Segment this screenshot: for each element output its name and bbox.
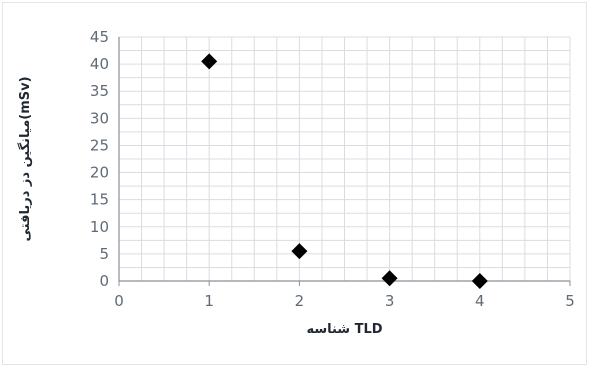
y-tick-label: 45 — [90, 28, 109, 46]
x-tick-label: 1 — [204, 292, 214, 310]
x-tick-label: 2 — [295, 292, 305, 310]
y-tick-label: 25 — [90, 136, 109, 154]
y-tick-label: 10 — [90, 218, 109, 236]
data-points — [201, 53, 488, 289]
y-axis-title: میانگین دز دریافتی(mSv) — [17, 76, 33, 241]
data-point — [471, 273, 488, 289]
y-tick-label: 5 — [99, 245, 109, 263]
x-tick-label: 3 — [385, 292, 395, 310]
chart-frame: 0 1 2 3 4 5 0 5 10 15 20 25 30 35 40 45 شناسه TLD میانگ… — [2, 2, 587, 365]
y-tick-label: 35 — [90, 82, 109, 100]
y-tick-label: 0 — [99, 272, 109, 290]
y-tick-label: 15 — [90, 191, 109, 209]
y-tick-label: 40 — [90, 55, 109, 73]
y-tick-label: 20 — [90, 164, 109, 182]
x-tick-label: 5 — [565, 292, 575, 310]
gridlines — [118, 36, 571, 282]
data-point — [291, 243, 308, 260]
data-point — [381, 270, 398, 287]
data-point — [201, 53, 218, 70]
y-tick-label: 30 — [90, 109, 109, 127]
x-axis-title: شناسه TLD — [306, 322, 382, 337]
x-tick-label: 0 — [114, 292, 124, 310]
x-tick-label: 4 — [475, 292, 485, 310]
